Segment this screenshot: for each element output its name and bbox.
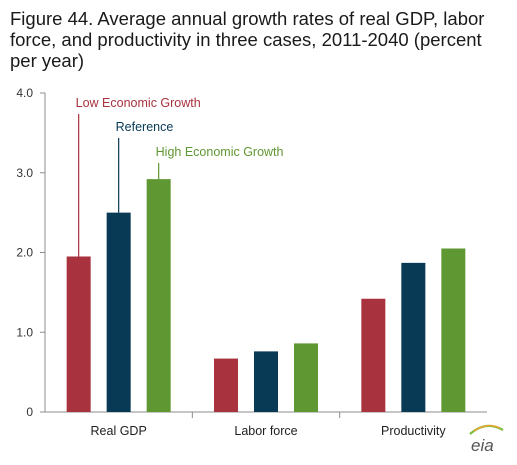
bar <box>361 298 386 412</box>
legend-label: Reference <box>116 120 174 134</box>
bar <box>441 248 466 412</box>
bar <box>294 343 318 412</box>
bar <box>214 358 238 412</box>
eia-logo-text: eia <box>471 436 494 455</box>
bar <box>146 179 171 412</box>
eia-logo-arc-2 <box>473 424 501 432</box>
chart-title: Figure 44. Average annual growth rates o… <box>10 8 485 71</box>
category-label: Labor force <box>234 424 297 438</box>
bar <box>66 256 91 412</box>
category-labels: Real GDP Labor force Productivity <box>91 424 447 438</box>
legend-label: Low Economic Growth <box>76 96 201 110</box>
y-tick-label: 0 <box>26 405 33 419</box>
y-tick-label: 2.0 <box>16 246 33 260</box>
bar <box>401 262 426 412</box>
category-label: Real GDP <box>91 424 147 438</box>
y-tick-label: 4.0 <box>16 86 33 100</box>
bars-layer <box>66 179 466 412</box>
eia-logo: eia <box>469 424 504 455</box>
legend-label: High Economic Growth <box>156 145 284 159</box>
y-tick-label: 1.0 <box>16 325 33 339</box>
y-tick-label: 3.0 <box>16 166 33 180</box>
legend-callouts: Low Economic Growth Reference High Economi… <box>76 96 284 257</box>
bar <box>106 212 131 412</box>
category-label: Productivity <box>381 424 446 438</box>
bar <box>254 351 278 412</box>
